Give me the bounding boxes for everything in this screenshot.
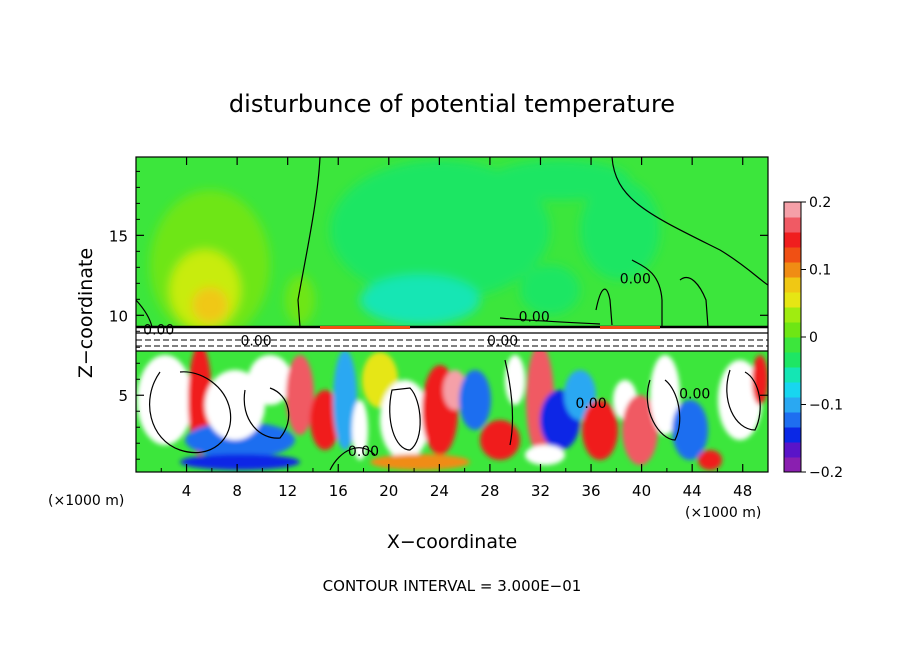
y-tick-label: 15 <box>109 227 128 245</box>
colorbar-tick-label: 0 <box>809 330 818 346</box>
colorbar-swatch <box>784 262 801 278</box>
x-tick-label: 44 <box>683 482 702 500</box>
colorbar-swatch <box>784 382 801 398</box>
y-tick-label: 10 <box>109 307 128 325</box>
y-tick-label: 5 <box>118 387 128 405</box>
colorbar-swatch <box>784 247 801 263</box>
colorbar-tick-label: −0.1 <box>809 398 843 414</box>
contour-label: 0.00 <box>620 271 651 287</box>
upper-field <box>150 160 660 340</box>
colorbar-swatch <box>784 337 801 353</box>
contour-label: 0.00 <box>679 386 710 402</box>
colorbar-swatch <box>784 232 801 248</box>
y-axis: 5 10 15 <box>109 170 768 460</box>
colorbar-swatch <box>784 367 801 383</box>
colorbar-tick-label: 0.1 <box>809 263 831 279</box>
x-tick-label: 24 <box>430 482 449 500</box>
x-tick-label: 12 <box>278 482 297 500</box>
x-axis: 4 8 12 16 20 24 28 32 36 40 44 48 <box>160 157 752 500</box>
colorbar-swatch <box>784 442 801 458</box>
colorbar-tick-label: 0.2 <box>809 195 831 211</box>
colorbar-swatch <box>784 292 801 308</box>
contour-label: 0.00 <box>143 322 174 338</box>
contour-label: 0.00 <box>240 334 271 350</box>
colorbar-swatch <box>784 457 801 473</box>
colorbar-swatch <box>784 202 801 218</box>
x-tick-label: 16 <box>329 482 348 500</box>
x-tick-label: 36 <box>581 482 600 500</box>
colorbar-tick-label: −0.2 <box>809 465 843 481</box>
x-unit-label-left: (×1000 m) <box>48 493 124 509</box>
plot-frame <box>135 156 769 473</box>
contour-interval-note: CONTOUR INTERVAL = 3.000E−01 <box>323 577 582 595</box>
contour-labels: 0.000.000.00 0.000.000.000.000.00 <box>143 271 710 460</box>
contour-label: 0.00 <box>487 334 518 350</box>
colorbar <box>783 201 802 473</box>
x-tick-label: 8 <box>232 482 242 500</box>
x-unit-label-right: (×1000 m) <box>685 505 761 521</box>
colorbar-swatch <box>784 217 801 233</box>
x-tick-label: 28 <box>480 482 499 500</box>
x-tick-label: 20 <box>379 482 398 500</box>
colorbar-swatch <box>784 397 801 413</box>
colorbar-swatch <box>784 427 801 443</box>
inversion-layer <box>136 327 768 351</box>
colorbar-swatch <box>784 352 801 368</box>
y-axis-title: Z−coordinate <box>75 248 97 378</box>
colorbar-swatch <box>784 412 801 428</box>
colorbar-swatch <box>784 307 801 323</box>
plot-field <box>136 157 768 472</box>
x-axis-title: X−coordinate <box>387 531 517 553</box>
x-tick-label: 4 <box>182 482 192 500</box>
x-tick-label: 32 <box>531 482 550 500</box>
x-tick-label: 40 <box>632 482 651 500</box>
contour-label: 0.00 <box>519 310 550 326</box>
contour-label: 0.00 <box>575 396 606 412</box>
lower-field <box>137 345 768 470</box>
chart-title: disturbunce of potential temperature <box>229 90 675 118</box>
colorbar-swatch <box>784 277 801 293</box>
contour-label: 0.00 <box>348 444 379 460</box>
colorbar-swatch <box>784 322 801 338</box>
x-tick-label: 48 <box>733 482 752 500</box>
colorbar-ticks: 0.2 0.1 0 −0.1 −0.2 <box>801 195 843 481</box>
contour-lines <box>136 157 768 471</box>
